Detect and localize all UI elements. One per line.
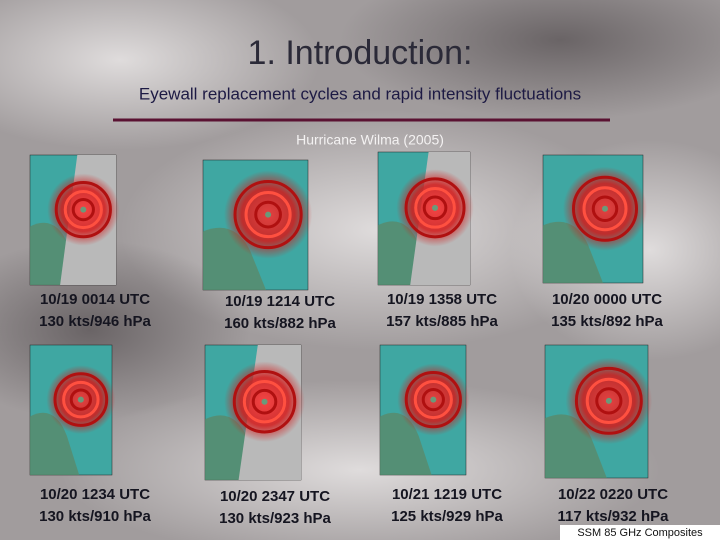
panel-stats: 130 kts/946 hPa xyxy=(39,313,151,330)
eyewall xyxy=(414,187,456,229)
land xyxy=(380,412,432,475)
panel-time: 10/19 1358 UTC xyxy=(387,291,497,308)
land xyxy=(30,412,80,475)
satellite-image xyxy=(204,344,305,481)
eyewall xyxy=(595,387,623,415)
eyewall xyxy=(244,191,292,239)
eye xyxy=(80,206,87,213)
panel-stats: 157 kts/885 hPa xyxy=(386,313,498,330)
eye xyxy=(605,397,612,404)
eyewall xyxy=(572,175,638,242)
land xyxy=(543,221,603,283)
panel-time: 10/19 1214 UTC xyxy=(225,293,335,310)
eyewall xyxy=(404,177,466,239)
satellite-image xyxy=(29,154,120,286)
eyewall xyxy=(421,387,445,412)
footer-box xyxy=(560,525,720,540)
eyewall xyxy=(71,197,95,222)
satellite-image xyxy=(202,159,313,291)
eye xyxy=(265,211,272,218)
section-title: Hurricane Wilma (2005) xyxy=(296,132,444,148)
eyewall xyxy=(574,366,643,435)
panel-stats: 135 kts/892 hPa xyxy=(551,313,663,330)
eyewall xyxy=(53,372,109,427)
panels: 10/19 0014 UTC 130 kts/946 hPa 10/19 1214 … xyxy=(29,151,670,527)
panel-time: 10/20 1234 UTC xyxy=(40,486,150,503)
eye xyxy=(430,396,437,403)
panel-time: 10/22 0220 UTC xyxy=(558,486,668,503)
eyewall xyxy=(242,380,287,424)
panel-stats: 117 kts/932 hPa xyxy=(558,508,670,525)
footer: SSM 85 GHz Composites xyxy=(577,527,703,539)
satellite-image xyxy=(29,344,116,476)
eyewall xyxy=(233,180,303,250)
eyewall xyxy=(413,380,453,420)
eyewall xyxy=(582,186,628,232)
eyewall xyxy=(62,380,100,419)
eyewall xyxy=(63,190,103,230)
land xyxy=(545,414,607,478)
panel-stats: 130 kts/923 hPa xyxy=(219,510,331,527)
satellite-image xyxy=(377,151,474,286)
eyewall xyxy=(54,181,112,239)
panel-stats: 130 kts/910 hPa xyxy=(39,508,151,525)
satellite-image xyxy=(544,344,653,479)
subtitle: Eyewall replacement cycles and rapid int… xyxy=(139,84,581,103)
eyewall xyxy=(422,195,448,221)
eyewall xyxy=(404,371,462,429)
eye xyxy=(602,205,608,212)
land xyxy=(203,227,266,290)
satellite-image xyxy=(542,154,647,284)
eyewall xyxy=(69,388,92,411)
panel-time: 10/20 2347 UTC xyxy=(220,488,330,505)
eye xyxy=(261,398,268,405)
panel-time: 10/20 0000 UTC xyxy=(552,291,662,308)
eyewall xyxy=(254,200,282,229)
panel-time: 10/19 0014 UTC xyxy=(40,291,150,308)
eyewall xyxy=(585,377,632,424)
satellite-image xyxy=(379,344,470,476)
eye xyxy=(77,396,84,403)
eyewall xyxy=(232,369,297,434)
panel-stats: 160 kts/882 hPa xyxy=(224,315,336,332)
eye xyxy=(432,204,439,211)
panel-time: 10/21 1219 UTC xyxy=(392,486,502,503)
title: 1. Introduction: xyxy=(248,34,473,72)
eyewall xyxy=(591,195,619,223)
panel-stats: 125 kts/929 hPa xyxy=(391,508,503,525)
eyewall xyxy=(251,388,278,415)
